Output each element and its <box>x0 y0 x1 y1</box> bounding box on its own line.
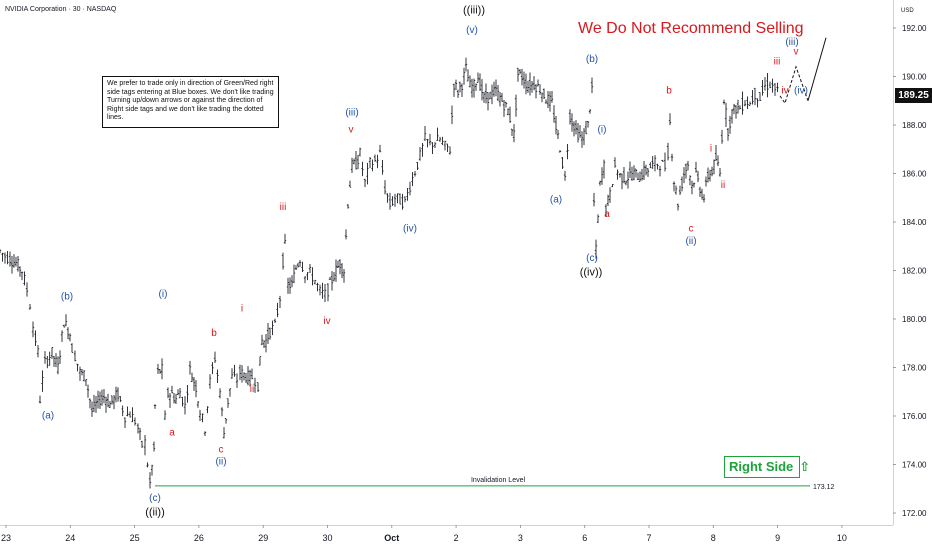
wave-label: i <box>710 144 712 155</box>
last-price-badge: 189.25 <box>895 88 932 103</box>
wave-label: c <box>219 444 224 455</box>
wave-label: a <box>604 209 610 220</box>
x-tick-label: 10 <box>837 533 847 543</box>
y-tick-label: 178.00 <box>902 364 927 373</box>
wave-label: b <box>211 328 217 339</box>
x-tick-label: 26 <box>194 533 204 543</box>
y-tick-label: 172.00 <box>902 509 927 518</box>
wave-label: ((iv)) <box>580 266 603 278</box>
wave-label: (ii) <box>685 236 696 247</box>
wave-label: (a) <box>42 410 54 421</box>
y-tick-label: 186.00 <box>902 170 927 179</box>
x-tick-label: 7 <box>646 533 651 543</box>
y-tick-label: 180.00 <box>902 315 927 324</box>
wave-label: c <box>689 224 694 235</box>
wave-label: ((iii)) <box>463 4 485 16</box>
x-tick-label: 24 <box>65 533 75 543</box>
wave-label: (iv) <box>794 85 808 96</box>
trading-note: We prefer to trade only in direction of … <box>102 76 279 128</box>
wave-label: (iv) <box>403 224 417 235</box>
wave-label: a <box>169 427 175 438</box>
wave-label: v <box>349 124 354 135</box>
price-series <box>0 57 779 489</box>
x-tick-label: 8 <box>711 533 716 543</box>
wave-label: ii <box>250 384 254 395</box>
x-tick-label: 29 <box>258 533 268 543</box>
x-tick-label: 6 <box>582 533 587 543</box>
wave-label: ((ii)) <box>145 506 165 518</box>
x-tick-label: 23 <box>1 533 11 543</box>
wave-label: (i) <box>598 124 607 135</box>
wave-label: iii <box>280 202 287 213</box>
selling-warning: We Do Not Recommend Selling <box>578 20 804 37</box>
y-tick-label: 184.00 <box>902 218 927 227</box>
wave-label: (iii) <box>785 37 798 48</box>
wave-label: (i) <box>159 289 168 300</box>
symbol-title: NVIDIA Corporation · 30 · NASDAQ <box>5 6 117 13</box>
x-tick-label: 3 <box>518 533 523 543</box>
wave-label: i <box>241 304 243 315</box>
x-tick-label: 2 <box>454 533 459 543</box>
wave-label: (v) <box>466 25 478 36</box>
projection-breakout-line <box>807 37 827 101</box>
y-tick-label: 188.00 <box>902 121 927 130</box>
wave-label: iv <box>781 85 788 96</box>
wave-label: (c) <box>149 493 161 504</box>
invalidation-label: Invalidation Level <box>471 477 526 484</box>
invalidation-level: Invalidation Level 173.12 <box>155 477 835 491</box>
currency-label: USD <box>901 8 914 14</box>
right-side-tag: Right Side ⇧ <box>724 456 810 478</box>
projection-dotted-path <box>779 65 809 105</box>
wave-label: (iii) <box>345 107 358 118</box>
x-tick-label: 25 <box>130 533 140 543</box>
x-tick-label: 9 <box>775 533 780 543</box>
wave-label: (b) <box>586 54 598 65</box>
y-tick-label: 190.00 <box>902 73 927 82</box>
wave-label: iv <box>323 316 330 327</box>
wave-label: iii <box>774 56 781 67</box>
up-arrow-icon: ⇧ <box>799 459 811 474</box>
y-tick-label: 182.00 <box>902 267 927 276</box>
wave-label: (a) <box>550 195 562 206</box>
wave-label: (c) <box>586 253 598 264</box>
wave-label: v <box>794 47 799 58</box>
y-tick-label: 192.00 <box>902 24 927 33</box>
y-tick-label: 174.00 <box>902 461 927 470</box>
wave-label: (ii) <box>215 457 226 468</box>
wave-label: b <box>666 85 672 96</box>
wave-label: ii <box>721 180 725 191</box>
right-side-label: Right Side <box>729 459 794 474</box>
wave-projection <box>779 37 827 105</box>
invalidation-value: 173.12 <box>813 484 835 491</box>
y-tick-label: 176.00 <box>902 412 927 421</box>
wave-labels: (a)(b)(c)((ii))(i)abc(ii)iiiiiiiv(iii)v(… <box>42 4 808 518</box>
x-tick-label: 30 <box>322 533 332 543</box>
x-tick-label: Oct <box>384 533 399 543</box>
wave-label: (b) <box>61 292 73 303</box>
